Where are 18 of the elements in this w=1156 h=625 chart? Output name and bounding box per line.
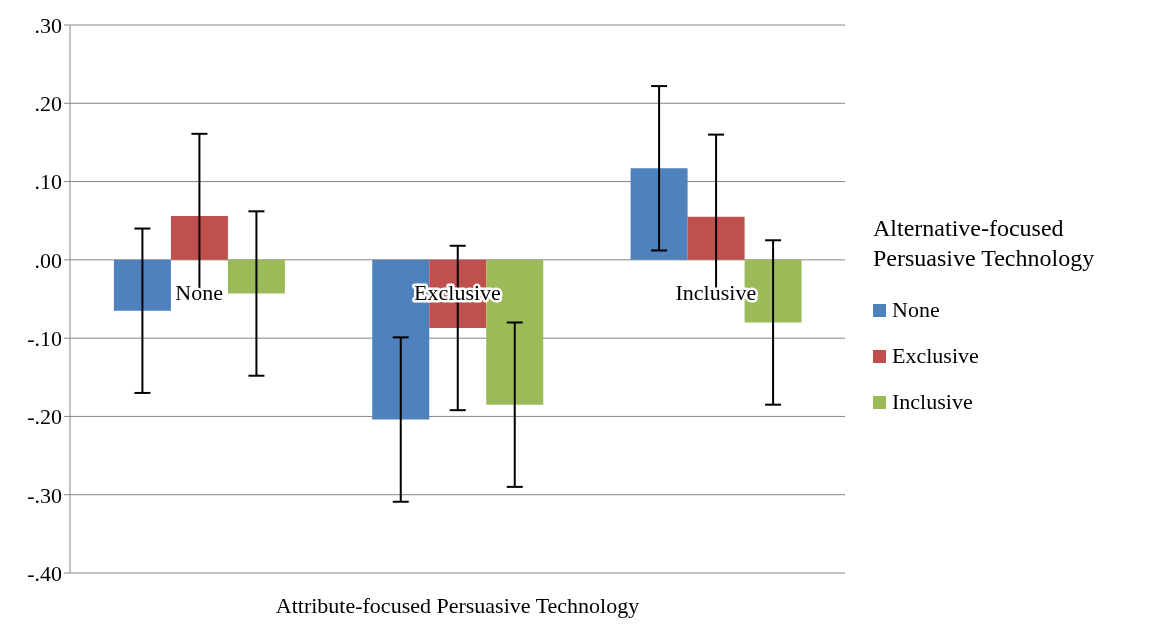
legend-title: Alternative-focused Persuasive Technology bbox=[873, 214, 1096, 273]
y-tick-label: .10 bbox=[34, 169, 62, 195]
legend-label: Exclusive bbox=[891, 342, 980, 370]
bar bbox=[113, 259, 171, 311]
y-tick-label: -.20 bbox=[27, 404, 62, 430]
y-tick-label: .00 bbox=[34, 247, 62, 273]
legend-label: Inclusive bbox=[891, 388, 974, 416]
bar bbox=[227, 259, 285, 294]
y-tick-label: -.10 bbox=[27, 325, 62, 351]
bar bbox=[687, 216, 745, 260]
y-tick-label: .20 bbox=[34, 91, 62, 117]
y-tick-label: -.40 bbox=[27, 560, 62, 586]
y-tick-label: -.30 bbox=[27, 482, 62, 508]
x-axis-title: Attribute-focused Persuasive Technology bbox=[275, 593, 640, 618]
bar bbox=[170, 216, 228, 260]
legend-label: None bbox=[891, 296, 941, 324]
bar bbox=[630, 168, 688, 260]
y-tick-label: .30 bbox=[34, 12, 62, 38]
